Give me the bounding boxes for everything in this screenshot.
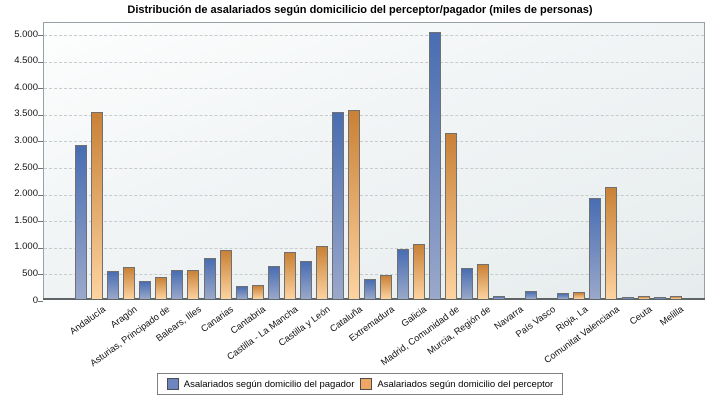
legend-label-pagador: Asalariados según domicilio del pagador [183, 378, 355, 390]
bar-perceptor [155, 277, 167, 299]
bar-pagador [300, 261, 312, 299]
legend-box: Asalariados según domicilio del pagador … [156, 373, 564, 395]
bar-pagador [332, 112, 344, 299]
gridline [44, 274, 704, 276]
y-tick-label: 5.000 [14, 28, 38, 40]
bar-pagador [75, 145, 87, 299]
bar-perceptor [91, 112, 103, 299]
y-tick-mark [38, 301, 43, 302]
y-tick-label: 2.000 [14, 188, 38, 200]
x-axis-line [43, 298, 705, 300]
y-tick-label: 4.000 [14, 81, 38, 93]
y-tick-label: 500 [22, 267, 38, 279]
chart-title: Distribución de asalariados según domici… [127, 4, 593, 16]
bar-pagador [364, 279, 376, 299]
bar-perceptor [638, 296, 650, 299]
bar-pagador [236, 286, 248, 299]
y-tick-mark [38, 88, 43, 90]
bar-pagador [557, 293, 569, 299]
bar-pagador [589, 198, 601, 299]
bar-perceptor [477, 264, 489, 299]
gridline [44, 114, 704, 116]
y-tick-label: 1.000 [14, 241, 38, 253]
y-tick-label: 4.500 [14, 55, 38, 67]
gridline [44, 35, 704, 36]
legend-swatch-perceptor-icon [360, 378, 373, 390]
bar-perceptor [187, 270, 199, 299]
bar-pagador [429, 32, 441, 299]
bar-pagador [525, 291, 537, 299]
bar-pagador [654, 297, 666, 299]
bar-perceptor [348, 110, 360, 299]
y-tick-label: 1.500 [14, 214, 38, 226]
legend-item-pagador: Asalariados según domicilio del pagador [166, 378, 355, 390]
y-tick-mark [38, 274, 43, 276]
bar-perceptor [670, 296, 682, 299]
bar-perceptor [605, 187, 617, 299]
gridline [44, 61, 704, 63]
legend: Asalariados según domicilio del pagador … [0, 373, 720, 395]
y-axis: 0 500 1.000 1.500 2.000 2.500 3.000 3.500 4.000 4… [0, 0, 38, 400]
y-tick-mark [38, 114, 43, 116]
bar-pagador [622, 297, 634, 299]
bar-pagador [493, 296, 505, 299]
legend-swatch-pagador-icon [166, 378, 179, 390]
y-tick-mark [38, 35, 43, 36]
gridline [44, 141, 704, 143]
bar-perceptor [413, 244, 425, 299]
y-tick-mark [38, 168, 43, 169]
y-tick-label: 2.500 [14, 161, 38, 173]
bar-pagador [397, 249, 409, 299]
bar-perceptor [573, 292, 585, 299]
y-tick-mark [38, 141, 43, 143]
y-tick-mark [38, 61, 43, 63]
y-tick-label: 0 [32, 294, 38, 306]
plot-area [38, 22, 705, 302]
bar-pagador [107, 271, 119, 299]
bar-perceptor [316, 246, 328, 299]
legend-item-perceptor: Asalariados según domicilio del percepto… [360, 378, 553, 390]
bar-perceptor [284, 252, 296, 299]
x-axis-label: Melilla [658, 304, 686, 328]
y-tick-mark [38, 221, 43, 223]
y-tick-label: 3.500 [14, 108, 38, 120]
bar-perceptor [445, 133, 457, 299]
bar-perceptor [220, 250, 232, 299]
gridline [44, 221, 704, 223]
bar-pagador [268, 266, 280, 299]
bar-pagador [139, 281, 151, 299]
x-axis-label: Andalucía [67, 304, 107, 337]
x-axis-label: Ceuta [627, 304, 654, 327]
y-tick-label: 3.000 [14, 134, 38, 146]
bar-pagador [461, 268, 473, 299]
bar-perceptor [380, 275, 392, 299]
bar-perceptor [123, 267, 135, 299]
gridline [44, 194, 704, 196]
gridline [44, 88, 704, 90]
y-tick-mark [38, 247, 43, 249]
gridline [44, 168, 704, 169]
legend-label-perceptor: Asalariados según domicilio del percepto… [377, 378, 554, 390]
bar-pagador [204, 258, 216, 299]
bar-pagador [171, 270, 183, 299]
gridline [44, 247, 704, 249]
bar-perceptor [252, 285, 264, 299]
y-tick-mark [38, 194, 43, 196]
